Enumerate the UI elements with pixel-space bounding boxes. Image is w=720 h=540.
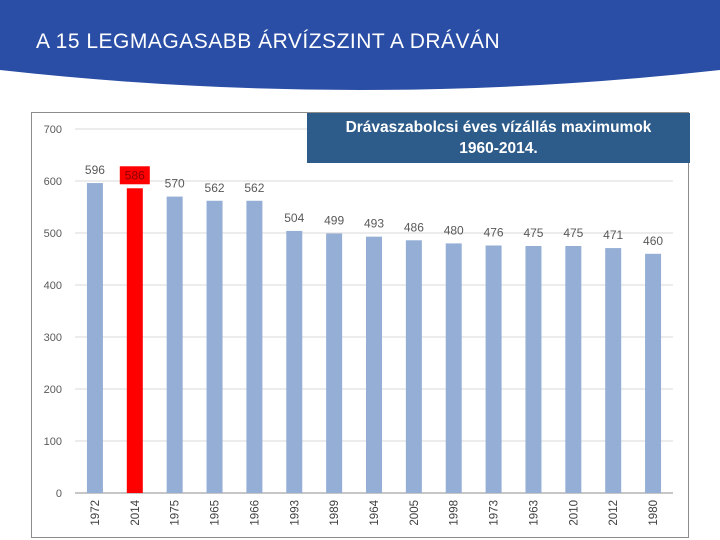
data-label: 475 [563, 226, 583, 240]
bar [405, 240, 422, 493]
y-tick-label: 0 [56, 488, 62, 500]
chart-title-line1: Drávaszabolcsi éves vízállás maximumok [345, 119, 652, 136]
slide-title: A 15 LEGMAGASABB ÁRVÍZSZINT A DRÁVÁN [36, 30, 501, 53]
x-tick-label: 1975 [170, 500, 182, 526]
data-label: 486 [404, 220, 424, 234]
bar [286, 230, 303, 494]
bar [166, 196, 183, 493]
x-tick-label: 1972 [90, 500, 102, 526]
data-label: 586 [125, 168, 145, 182]
data-label-highlight-box [119, 166, 150, 185]
data-label: 475 [523, 226, 543, 240]
data-label: 596 [85, 163, 105, 177]
bar [645, 253, 662, 493]
y-tick-label: 300 [44, 332, 62, 344]
bar [206, 200, 223, 493]
data-label: 562 [205, 181, 225, 195]
data-label: 460 [643, 234, 663, 248]
data-label: 570 [165, 177, 185, 191]
x-tick-label: 2010 [568, 500, 580, 526]
x-tick-label: 1993 [289, 500, 301, 526]
data-label: 480 [444, 223, 464, 237]
data-label: 499 [324, 214, 344, 228]
slide-header: A 15 LEGMAGASABB ÁRVÍZSZINT A DRÁVÁN [0, 0, 720, 100]
y-tick-label: 600 [44, 176, 62, 188]
bar [605, 248, 622, 493]
y-tick-label: 700 [44, 124, 62, 136]
x-tick-label: 2014 [130, 499, 142, 525]
data-label: 471 [603, 228, 623, 242]
data-label: 493 [364, 217, 384, 231]
x-tick-label: 1989 [329, 500, 341, 526]
x-tick-label: 2005 [409, 500, 421, 526]
y-tick-label: 400 [44, 280, 62, 292]
bar [485, 245, 502, 493]
bar-highlighted [126, 188, 143, 493]
x-tick-label: 1980 [648, 500, 660, 526]
data-label: 562 [244, 181, 264, 195]
x-tick-label: 1998 [449, 500, 461, 526]
y-tick-label: 200 [44, 384, 62, 396]
x-tick-label: 1973 [489, 500, 501, 526]
x-tick-label: 1965 [210, 500, 222, 526]
bar [86, 183, 103, 493]
x-tick-label: 1966 [249, 500, 261, 526]
bar [445, 243, 462, 493]
bar [525, 246, 542, 493]
x-tick-label: 1964 [369, 499, 381, 525]
chart-title: Drávaszabolcsi éves vízállás maximumok 1… [307, 113, 690, 163]
bar [326, 233, 343, 493]
bar [565, 246, 582, 493]
data-label: 504 [284, 211, 304, 225]
y-tick-label: 500 [44, 228, 62, 240]
header-banner [0, 0, 720, 90]
x-tick-label: 2012 [608, 500, 620, 526]
data-label: 476 [484, 225, 504, 239]
bar [366, 236, 382, 493]
chart-title-line2: 1960-2014. [459, 140, 538, 157]
x-tick-label: 1963 [528, 500, 540, 526]
y-tick-label: 100 [44, 436, 62, 448]
bar [246, 200, 263, 493]
